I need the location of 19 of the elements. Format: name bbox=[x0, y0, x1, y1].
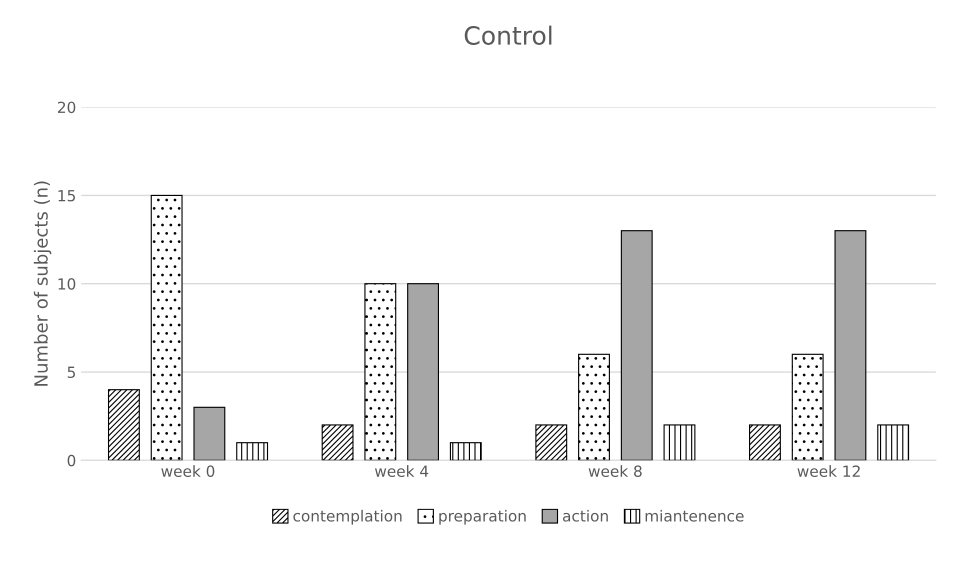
x-tick-label: week 4 bbox=[374, 465, 428, 477]
y-tick-label: 15 bbox=[58, 190, 75, 202]
y-axis-title: Number of subjects (n) bbox=[34, 181, 52, 386]
bar bbox=[834, 230, 866, 460]
legend-label: miantenence bbox=[646, 510, 744, 522]
legend-label: action bbox=[563, 510, 608, 522]
bar bbox=[620, 230, 653, 460]
bar bbox=[407, 283, 440, 460]
x-tick-label: week 8 bbox=[588, 465, 642, 477]
y-tick-label: 0 bbox=[68, 454, 76, 466]
legend-label: preparation bbox=[439, 510, 526, 525]
x-tick-label: week 0 bbox=[161, 465, 214, 477]
y-tick-label: 10 bbox=[58, 278, 76, 290]
y-tick-label: 20 bbox=[58, 102, 76, 114]
legend-label: contemplation bbox=[293, 510, 402, 525]
chart-title: Control bbox=[464, 26, 552, 45]
x-tick-label: week 12 bbox=[797, 465, 860, 477]
y-tick-label: 5 bbox=[68, 366, 75, 378]
bar bbox=[193, 406, 226, 460]
